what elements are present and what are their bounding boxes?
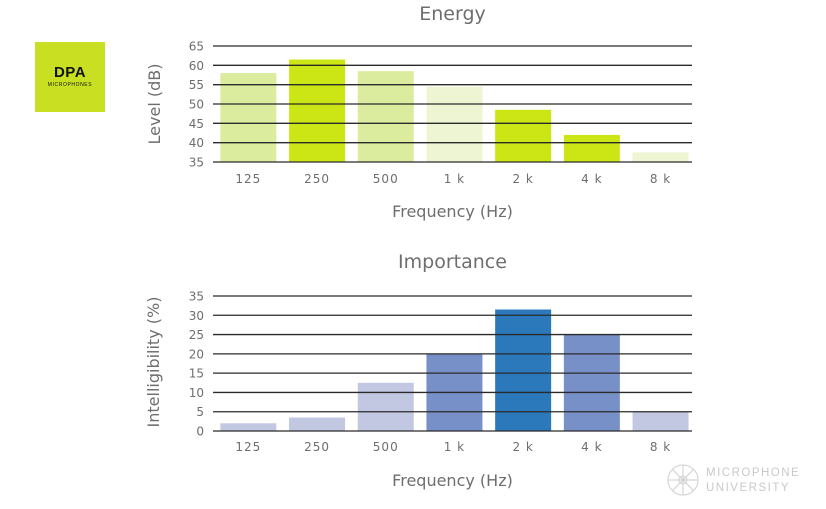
y-tick-label: 35: [189, 290, 204, 304]
bar-500: [357, 71, 414, 162]
y-tick-label: 45: [189, 117, 204, 131]
chart-title: Importance: [398, 251, 507, 273]
microphone-university-emblem-icon: [667, 464, 699, 496]
x-axis-label: Frequency (Hz): [392, 471, 513, 490]
x-tick-label: 500: [373, 172, 399, 186]
x-tick-label: 1 k: [444, 172, 465, 186]
bar-4k: [563, 134, 620, 162]
logo-sub: MICROPHONES: [47, 82, 93, 88]
x-tick-label: 125: [235, 172, 261, 186]
y-tick-label: 25: [189, 328, 204, 342]
y-tick-label: 0: [196, 425, 204, 439]
y-tick-label: 50: [189, 98, 204, 112]
logo-brand: DPA: [53, 64, 87, 81]
bar-2k: [495, 309, 552, 431]
y-tick-label: 15: [189, 367, 204, 381]
bar-4k: [563, 334, 620, 431]
x-tick-label: 8 k: [650, 172, 671, 186]
bar-2k: [495, 109, 552, 162]
chart-title: Energy: [419, 3, 486, 25]
x-tick-label: 2 k: [512, 440, 533, 454]
watermark-line2: UNIVERSITY: [706, 482, 791, 494]
bar-1k: [426, 86, 483, 162]
y-tick-label: 20: [189, 347, 204, 361]
y-tick-label: 60: [189, 59, 204, 73]
x-tick-label: 1 k: [444, 440, 465, 454]
bar-250: [289, 59, 346, 162]
bar-125: [220, 73, 277, 162]
x-tick-label: 4 k: [581, 440, 602, 454]
bar-8k: [632, 152, 689, 162]
y-tick-label: 35: [189, 156, 204, 170]
bar-125: [220, 423, 277, 431]
bar-8k: [632, 411, 689, 431]
x-axis-label: Frequency (Hz): [392, 202, 513, 221]
bar-250: [289, 417, 346, 431]
y-tick-label: 65: [189, 40, 204, 54]
y-axis-label: Level (dB): [145, 64, 164, 145]
x-tick-label: 500: [373, 440, 399, 454]
y-tick-label: 55: [189, 78, 204, 92]
y-tick-label: 10: [189, 386, 204, 400]
y-axis-label: Intelligibility (%): [144, 297, 163, 428]
bar-500: [357, 382, 414, 431]
y-tick-label: 30: [189, 309, 204, 323]
microphone-university-watermark: MICROPHONE UNIVERSITY: [666, 463, 816, 497]
x-tick-label: 250: [304, 172, 330, 186]
x-tick-label: 250: [304, 440, 330, 454]
watermark-line1: MICROPHONE: [706, 467, 801, 479]
x-tick-label: 125: [235, 440, 261, 454]
x-tick-label: 8 k: [650, 440, 671, 454]
x-tick-label: 2 k: [512, 172, 533, 186]
y-tick-label: 5: [196, 405, 204, 419]
dpa-logo: DPA MICROPHONES: [35, 42, 105, 112]
y-tick-label: 40: [189, 136, 204, 150]
x-tick-label: 4 k: [581, 172, 602, 186]
